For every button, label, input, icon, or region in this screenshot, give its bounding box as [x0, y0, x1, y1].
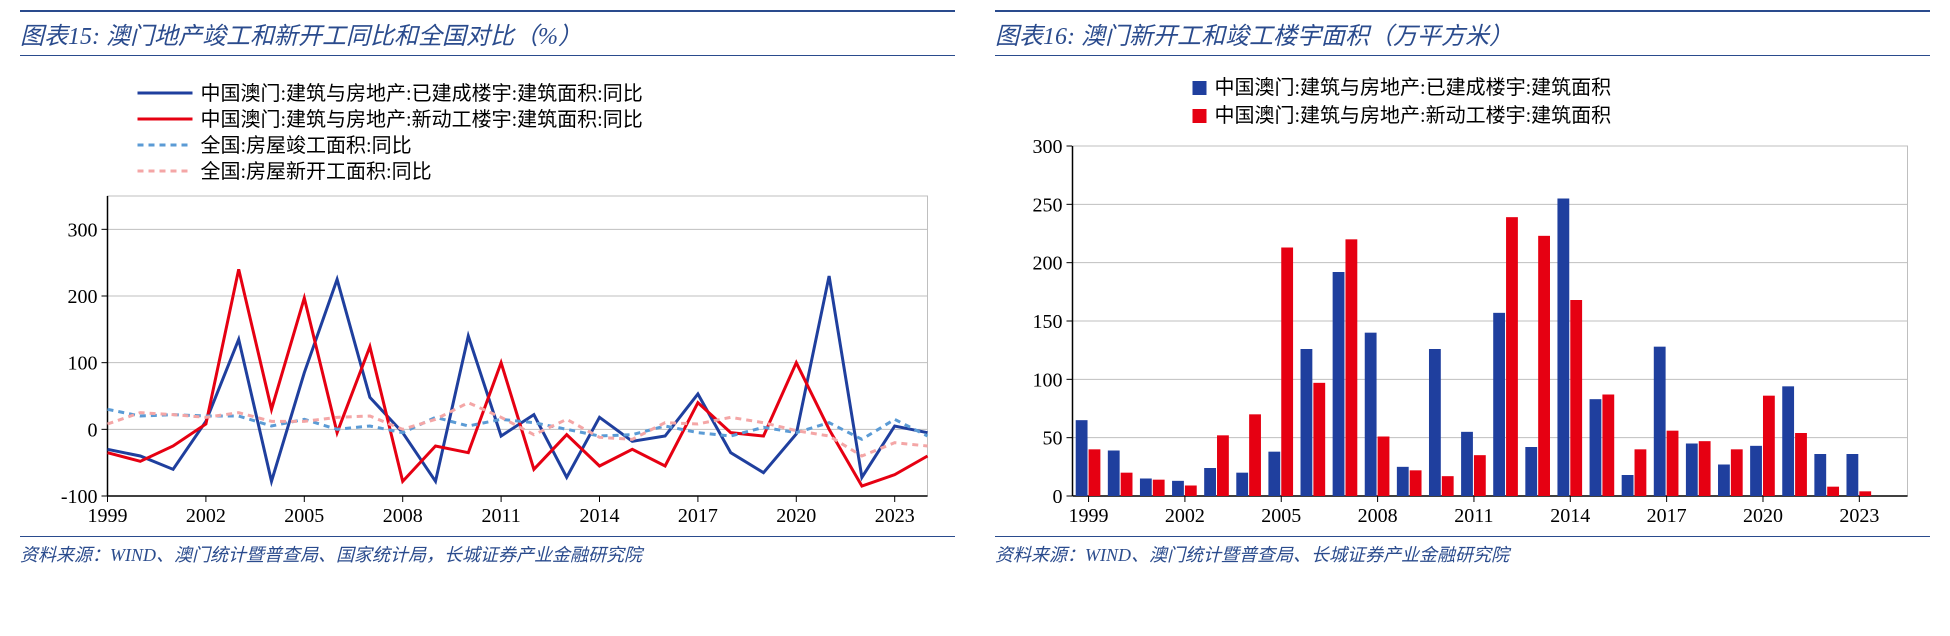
svg-text:2023: 2023	[1839, 505, 1879, 527]
svg-text:中国澳门:建筑与房地产:已建成楼宇:建筑面积: 中国澳门:建筑与房地产:已建成楼宇:建筑面积	[1215, 76, 1612, 99]
svg-text:中国澳门:建筑与房地产:已建成楼宇:建筑面积:同比: 中国澳门:建筑与房地产:已建成楼宇:建筑面积:同比	[201, 82, 643, 105]
svg-text:2020: 2020	[1743, 505, 1783, 527]
svg-text:2017: 2017	[1647, 505, 1687, 527]
svg-text:中国澳门:建筑与房地产:新动工楼宇:建筑面积: 中国澳门:建筑与房地产:新动工楼宇:建筑面积	[1215, 104, 1612, 127]
left-panel: 图表15: 澳门地产竣工和新开工同比和全国对比（%） -100010020030…	[20, 10, 955, 567]
left-title: 图表15: 澳门地产竣工和新开工同比和全国对比（%）	[20, 10, 955, 56]
svg-text:1999: 1999	[1069, 505, 1109, 527]
svg-text:全国:房屋竣工面积:同比: 全国:房屋竣工面积:同比	[201, 134, 412, 157]
svg-text:100: 100	[68, 353, 98, 375]
svg-text:100: 100	[1033, 369, 1063, 391]
svg-text:2020: 2020	[776, 505, 816, 527]
svg-text:0: 0	[88, 419, 98, 441]
svg-text:2005: 2005	[1261, 505, 1301, 527]
svg-text:2011: 2011	[1454, 505, 1493, 527]
svg-text:全国:房屋新开工面积:同比: 全国:房屋新开工面积:同比	[201, 160, 432, 183]
svg-text:0: 0	[1053, 486, 1063, 508]
right-bar-chart: 0 50 100 150 200 250 300 1999 2002 2005 2008 2011 20…	[995, 66, 1930, 536]
svg-text:150: 150	[1033, 311, 1063, 333]
left-line-chart: -100010020030019992002200520082011201420…	[20, 66, 955, 536]
svg-text:200: 200	[1033, 253, 1063, 275]
svg-text:200: 200	[68, 286, 98, 308]
svg-text:2023: 2023	[875, 505, 915, 527]
svg-text:1999: 1999	[88, 505, 128, 527]
svg-text:2011: 2011	[481, 505, 520, 527]
svg-text:2017: 2017	[678, 505, 718, 527]
right-panel: 图表16: 澳门新开工和竣工楼宇面积（万平方米） 0 50 100 150 200 250…	[995, 10, 1930, 567]
svg-text:2008: 2008	[383, 505, 423, 527]
svg-text:2005: 2005	[284, 505, 324, 527]
svg-text:中国澳门:建筑与房地产:新动工楼宇:建筑面积:同比: 中国澳门:建筑与房地产:新动工楼宇:建筑面积:同比	[201, 108, 643, 131]
svg-text:2008: 2008	[1358, 505, 1398, 527]
svg-text:2002: 2002	[186, 505, 226, 527]
right-title: 图表16: 澳门新开工和竣工楼宇面积（万平方米）	[995, 10, 1930, 56]
right-chart-area: 0 50 100 150 200 250 300 1999 2002 2005 2008 2011 20…	[995, 56, 1930, 536]
svg-text:250: 250	[1033, 194, 1063, 216]
charts-container: 图表15: 澳门地产竣工和新开工同比和全国对比（%） -100010020030…	[20, 10, 1930, 567]
svg-text:2002: 2002	[1165, 505, 1205, 527]
svg-text:2014: 2014	[1550, 505, 1590, 527]
svg-text:300: 300	[68, 219, 98, 241]
svg-text:50: 50	[1043, 428, 1063, 450]
left-chart-area: -100010020030019992002200520082011201420…	[20, 56, 955, 536]
svg-text:2014: 2014	[580, 505, 620, 527]
svg-text:300: 300	[1033, 136, 1063, 158]
